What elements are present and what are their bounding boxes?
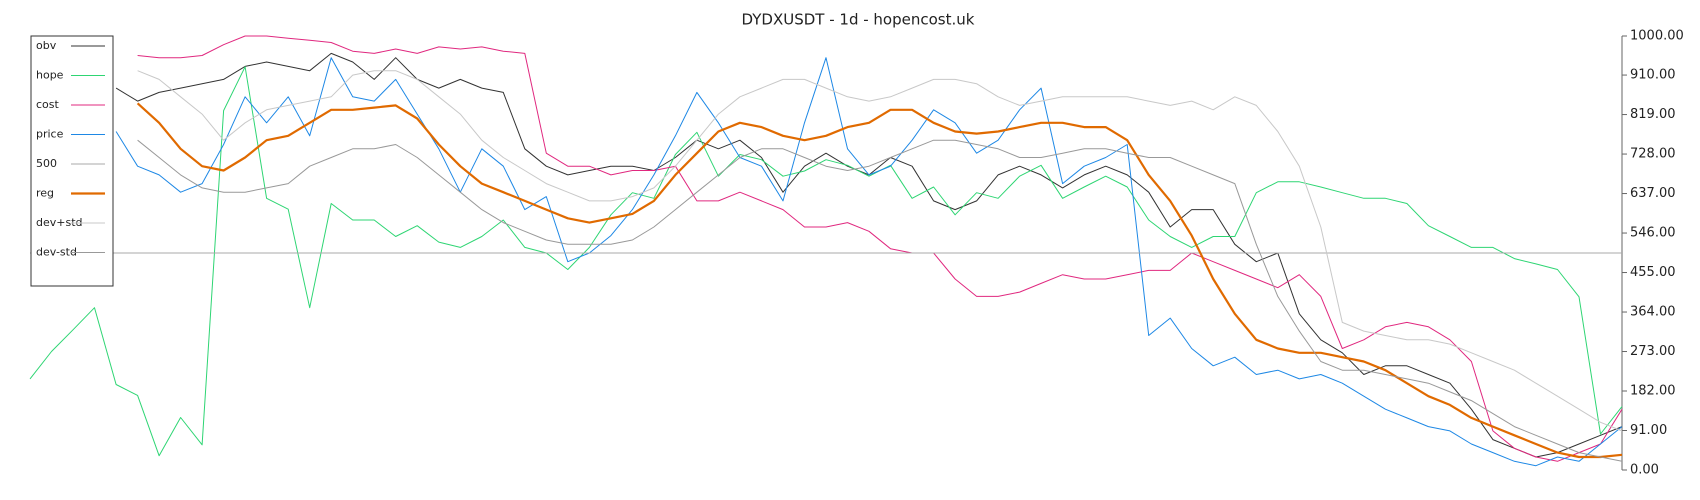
line-series xyxy=(115,57,1623,467)
y-tick-label: 819.00 xyxy=(1630,107,1676,122)
chart-title: DYDXUSDT - 1d - hopencost.uk xyxy=(742,11,975,29)
line-series xyxy=(136,102,1623,459)
y-tick-label: 910.00 xyxy=(1630,68,1676,83)
line-series xyxy=(137,70,1623,432)
line-series xyxy=(137,139,1623,462)
y-tick-label: 91.00 xyxy=(1630,423,1667,438)
y-tick-label: 182.00 xyxy=(1630,384,1676,399)
legend-label: hope xyxy=(36,69,64,82)
legend-label: cost xyxy=(36,98,60,111)
y-tick-label: 1000.00 xyxy=(1630,29,1684,44)
legend-label: dev-std xyxy=(36,246,77,259)
legend-label: dev+std xyxy=(36,216,83,229)
legend-label: reg xyxy=(36,187,54,200)
line-series xyxy=(29,66,1623,457)
line-series xyxy=(137,35,1623,462)
y-tick-label: 728.00 xyxy=(1630,147,1676,162)
y-tick-label: 455.00 xyxy=(1630,265,1676,280)
y-tick-label: 637.00 xyxy=(1630,186,1676,201)
y-tick-label: 273.00 xyxy=(1630,344,1676,359)
legend: obv hope cost price 500 reg dev+std dev-std xyxy=(30,35,114,287)
legend-label: 500 xyxy=(36,157,57,170)
line-series xyxy=(115,52,1623,458)
legend-label: obv xyxy=(36,39,57,52)
y-tick-label: 546.00 xyxy=(1630,226,1676,241)
y-tick-label: 0.00 xyxy=(1630,463,1659,478)
legend-box xyxy=(30,35,114,287)
y-tick-label: 364.00 xyxy=(1630,305,1676,320)
legend-label: price xyxy=(36,128,64,141)
